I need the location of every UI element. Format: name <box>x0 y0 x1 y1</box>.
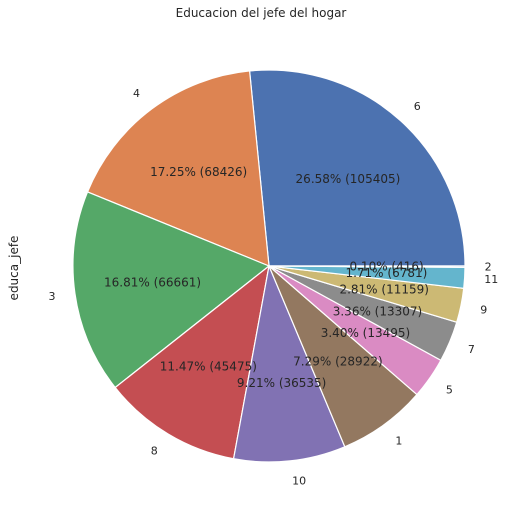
pie-slice-3 <box>72 191 271 389</box>
slice-percent-label-2: 0.10% (416) <box>349 259 423 273</box>
slice-label-3: 3 <box>49 290 56 303</box>
slice-percent-label-1: 7.29% (28922) <box>293 354 382 368</box>
pie-slice-10 <box>232 263 346 463</box>
slice-percent-label-4: 17.25% (68426) <box>150 165 247 179</box>
slice-percent-label-9: 2.81% (11159) <box>339 283 428 297</box>
pie-slice-2 <box>268 265 466 268</box>
slice-label-11: 11 <box>484 273 498 286</box>
slice-percent-label-3: 16.81% (66661) <box>104 275 201 289</box>
slice-percent-label-10: 9.21% (36535) <box>237 376 326 390</box>
slice-label-9: 9 <box>480 303 487 316</box>
slice-label-1: 1 <box>395 435 402 448</box>
percent-labels-group: 26.58% (105405) 17.25% (68426) 16.81% (666… <box>104 165 429 390</box>
slice-label-4: 4 <box>133 87 140 100</box>
slice-percent-label-11: 1.71% (6781) <box>345 266 427 280</box>
pie-slice-4 <box>86 70 270 267</box>
category-labels-group: 6 4 3 8 10 1 5 7 9 112 <box>49 87 499 487</box>
y-axis-label: educa_jefe <box>7 236 21 301</box>
chart-title: Educacion del jefe del hogar <box>176 6 347 20</box>
slice-percent-label-5: 3.40% (13495) <box>321 326 410 340</box>
pie-slice-8 <box>114 264 270 460</box>
slice-label-2: 2 <box>485 261 492 274</box>
slice-percent-label-6: 26.58% (105405) <box>296 172 401 186</box>
slice-label-10: 10 <box>292 474 306 487</box>
slice-label-8: 8 <box>151 445 158 458</box>
pie-slice-6 <box>248 69 466 267</box>
slice-percent-label-7: 3.36% (13307) <box>333 304 422 318</box>
slice-label-6: 6 <box>414 100 421 113</box>
slice-label-5: 5 <box>446 383 453 396</box>
slice-percent-label-8: 11.47% (45475) <box>160 360 257 374</box>
slices-group <box>72 69 466 463</box>
slice-label-7: 7 <box>468 343 475 356</box>
